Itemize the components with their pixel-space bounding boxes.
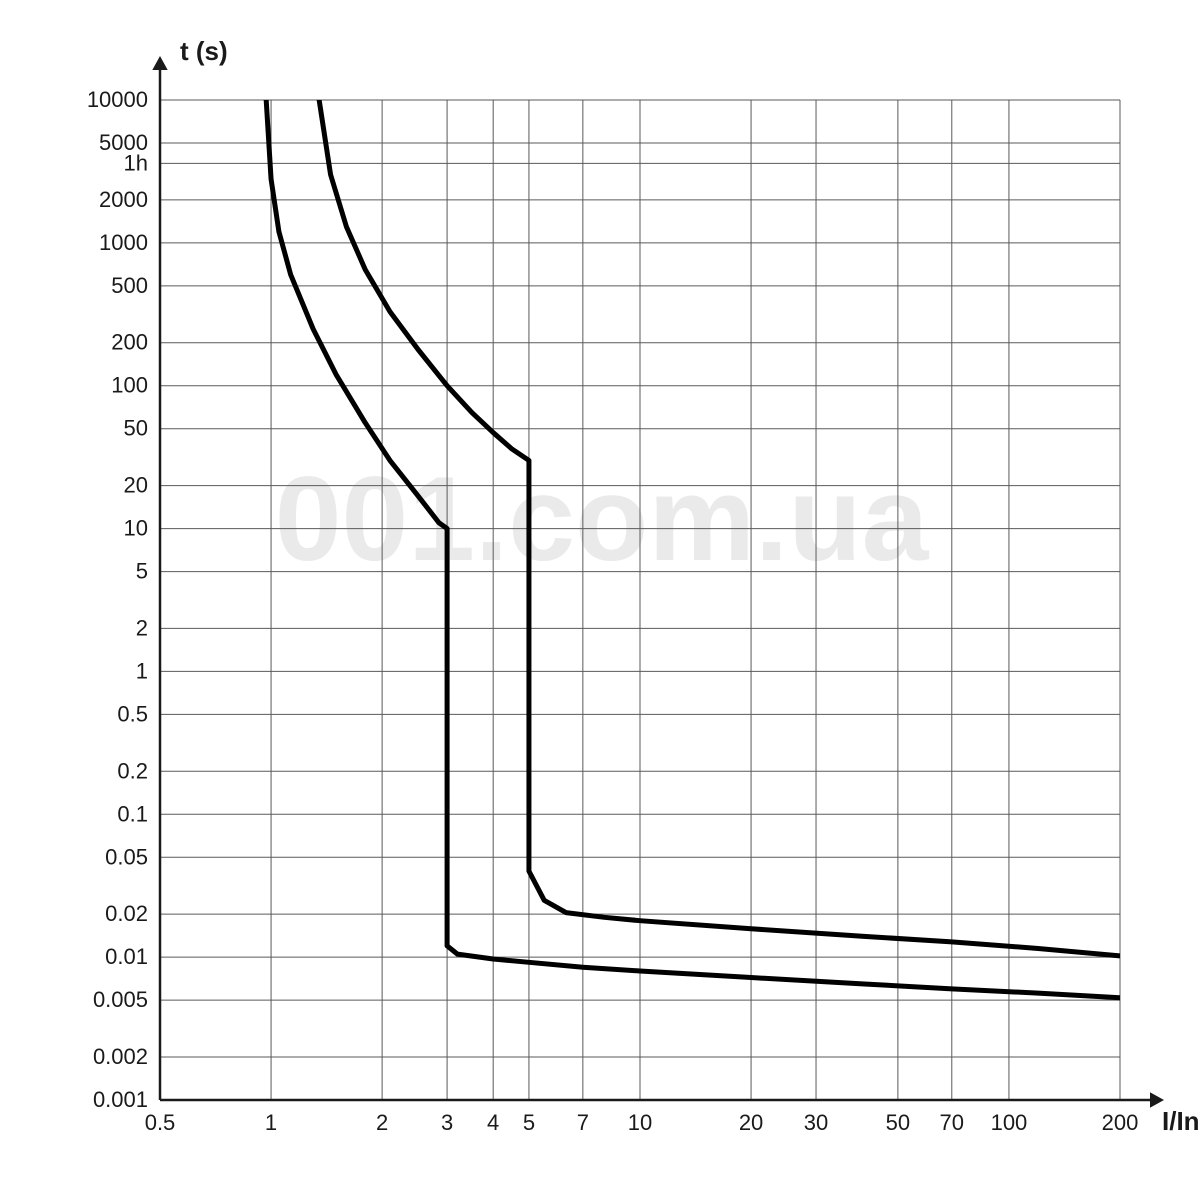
y-tick-label: 2	[136, 615, 148, 640]
y-tick-label: 0.01	[105, 944, 148, 969]
y-tick-label: 0.005	[93, 987, 148, 1012]
y-tick-label: 5	[136, 559, 148, 584]
x-tick-label: 200	[1102, 1110, 1139, 1135]
x-tick-label: 70	[940, 1110, 964, 1135]
x-tick-label: 50	[886, 1110, 910, 1135]
x-axis-title: I/In	[1162, 1106, 1200, 1136]
x-tick-label: 30	[804, 1110, 828, 1135]
y-tick-label: 0.1	[117, 801, 148, 826]
y-tick-label: 0.2	[117, 758, 148, 783]
y-tick-label: 0.5	[117, 701, 148, 726]
y-tick-label: 20	[124, 473, 148, 498]
y-tick-label: 0.05	[105, 844, 148, 869]
y-tick-label: 0.02	[105, 901, 148, 926]
y-tick-label: 200	[111, 330, 148, 355]
y-tick-label: 1	[136, 658, 148, 683]
x-tick-label: 1	[265, 1110, 277, 1135]
y-tick-label: 2000	[99, 187, 148, 212]
y-tick-label: 1000	[99, 230, 148, 255]
y-tick-label: 10	[124, 516, 148, 541]
x-tick-label: 4	[487, 1110, 499, 1135]
x-tick-label: 100	[991, 1110, 1028, 1135]
x-tick-label: 3	[441, 1110, 453, 1135]
y-tick-label: 10000	[87, 87, 148, 112]
x-tick-label: 7	[577, 1110, 589, 1135]
y-tick-label: 0.001	[93, 1087, 148, 1112]
trip-curve-chart: 001.com.ua 0.001 0.002 0.005 0.01 0.02 0.05 0.1…	[0, 0, 1200, 1200]
y-tick-label: 500	[111, 273, 148, 298]
y-tick-label: 0.002	[93, 1044, 148, 1069]
y-axis-title: t (s)	[180, 36, 228, 66]
y-tick-label: 50	[124, 416, 148, 441]
x-tick-label: 20	[739, 1110, 763, 1135]
y-tick-label: 5000	[99, 130, 148, 155]
watermark: 001.com.ua	[275, 452, 930, 586]
x-tick-label: 0.5	[145, 1110, 176, 1135]
y-tick-label: 100	[111, 373, 148, 398]
x-tick-label: 10	[628, 1110, 652, 1135]
x-tick-label: 5	[523, 1110, 535, 1135]
x-tick-label: 2	[376, 1110, 388, 1135]
